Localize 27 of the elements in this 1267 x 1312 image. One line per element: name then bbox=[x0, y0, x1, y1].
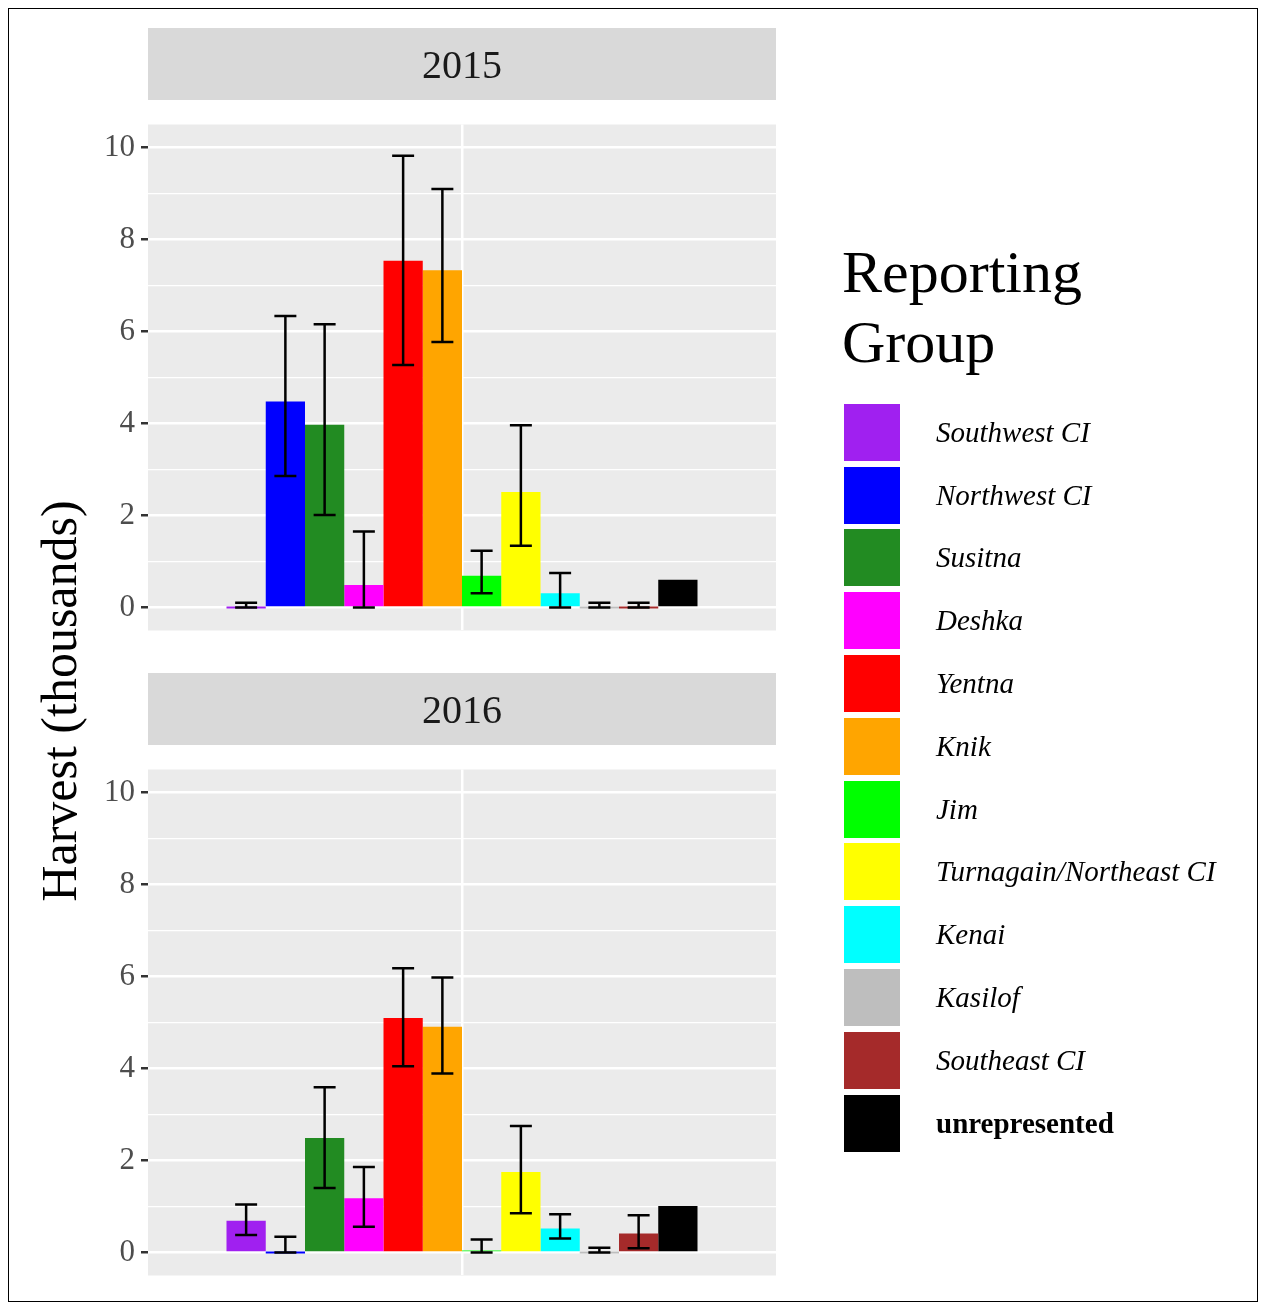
y-tick-label: 0 bbox=[119, 587, 135, 623]
legend-label: Kenai bbox=[936, 918, 1006, 952]
y-tick-label: 4 bbox=[119, 1048, 136, 1084]
legend-label: Northwest CI bbox=[936, 478, 1092, 512]
legend-label: Susitna bbox=[936, 541, 1022, 575]
legend-title: Reporting Group bbox=[842, 238, 1083, 377]
legend-label: Deshka bbox=[936, 604, 1023, 638]
y-tick-label: 10 bbox=[104, 127, 135, 163]
legend-label: Southeast CI bbox=[936, 1043, 1086, 1077]
chart-title: 2015 bbox=[148, 28, 776, 100]
y-axis-title: Harvest (thousands) bbox=[30, 500, 88, 902]
y-tick-label: 4 bbox=[119, 403, 136, 439]
legend-label: Turnagain/Northeast CI bbox=[936, 855, 1216, 889]
legend-label: Southwest CI bbox=[936, 415, 1090, 449]
y-tick-label: 6 bbox=[119, 311, 135, 347]
legend-label: Yentna bbox=[936, 667, 1014, 701]
chart-title: 2016 bbox=[148, 673, 776, 745]
legend-label: Knik bbox=[936, 729, 991, 763]
y-tick-label: 8 bbox=[119, 219, 135, 255]
y-tick-label: 2 bbox=[119, 1140, 135, 1176]
y-tick-label: 0 bbox=[119, 1232, 135, 1268]
y-tick-label: 2 bbox=[119, 495, 135, 531]
y-tick-label: 8 bbox=[119, 864, 135, 900]
y-tick-label: 6 bbox=[119, 956, 135, 992]
legend-label: Jim bbox=[936, 792, 978, 826]
legend-label: unrepresented bbox=[936, 1106, 1114, 1140]
y-tick-label: 10 bbox=[104, 772, 135, 808]
